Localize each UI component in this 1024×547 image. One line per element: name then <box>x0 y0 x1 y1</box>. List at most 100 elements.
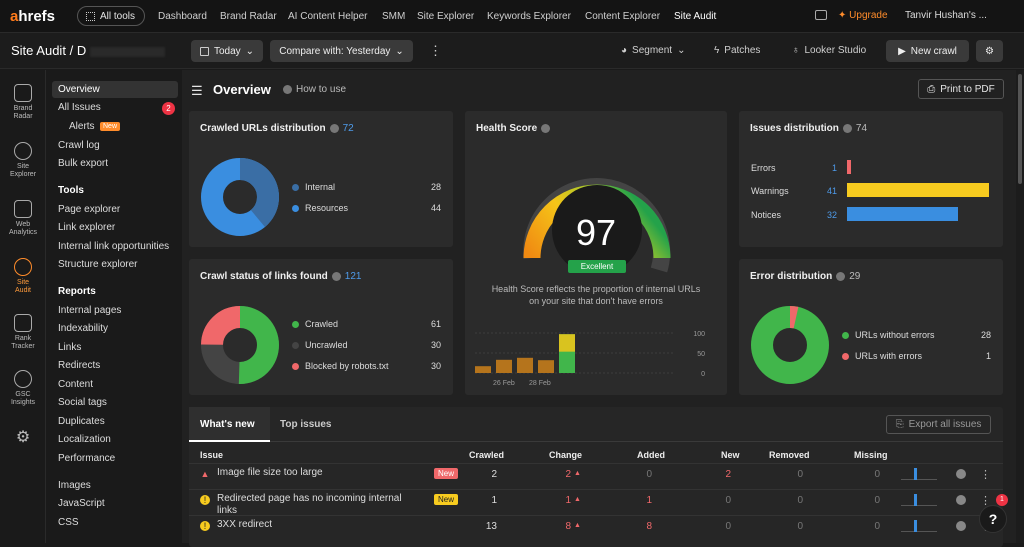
sidebar-item-bulk-export[interactable]: Bulk export <box>58 158 109 169</box>
rail-site-audit[interactable]: Site Audit <box>0 258 46 295</box>
issues-notices-value[interactable]: 32 <box>826 210 837 220</box>
sidebar-item-structure-explorer[interactable]: Structure explorer <box>58 259 138 270</box>
legend-internal[interactable]: Internal <box>292 182 335 192</box>
sidebar-item-page-explorer[interactable]: Page explorer <box>58 204 121 215</box>
col-crawled[interactable]: Crawled <box>469 450 505 460</box>
user-menu[interactable]: Tanvir Hushan's ... <box>905 10 987 21</box>
more-options-icon[interactable]: ⋮ <box>429 43 442 58</box>
issues-warnings-value[interactable]: 41 <box>826 186 837 196</box>
help-icon[interactable] <box>842 123 852 133</box>
sidebar-item-overview[interactable]: Overview <box>58 84 100 95</box>
tab-whats-new[interactable] <box>189 407 270 442</box>
scrollbar-thumb[interactable] <box>1018 74 1022 184</box>
nav-site-audit[interactable]: Site Audit <box>674 11 717 22</box>
col-added[interactable]: Added <box>637 450 665 460</box>
nav-brand-radar[interactable]: Brand Radar <box>220 11 277 22</box>
tab-top-issues[interactable]: Top issues <box>280 419 332 430</box>
print-to-pdf-button[interactable]: ⎙ Print to PDF <box>918 79 1004 99</box>
help-icon[interactable] <box>836 271 846 281</box>
rail-brand-radar[interactable]: Brand Radar <box>0 84 46 121</box>
issues-errors-value[interactable]: 1 <box>831 163 837 173</box>
col-removed[interactable]: Removed <box>769 450 810 460</box>
col-change[interactable]: Change <box>549 450 583 460</box>
legend-uncrawled[interactable]: Uncrawled <box>292 340 348 350</box>
sidebar-item-links[interactable]: Links <box>58 342 82 353</box>
issues-errors-label[interactable]: Errors <box>751 163 776 173</box>
issue-name[interactable]: Image file size too large <box>217 467 323 478</box>
issue-name[interactable]: Redirected page has no incoming internal… <box>217 493 402 516</box>
issues-notices-label[interactable]: Notices <box>751 210 782 220</box>
nav-content-explorer[interactable]: Content Explorer <box>585 11 661 22</box>
menu-icon[interactable]: ☰ <box>191 83 203 98</box>
sidebar-item-content[interactable]: Content <box>58 379 94 390</box>
legend-crawled[interactable]: Crawled <box>292 319 338 329</box>
new-crawl-button[interactable]: ▶ New crawl <box>886 40 969 62</box>
monitor-icon[interactable] <box>815 10 827 20</box>
sidebar-item-redirects[interactable]: Redirects <box>58 360 101 371</box>
col-missing[interactable]: Missing <box>854 450 888 460</box>
legend-without-errors[interactable]: URLs without errors <box>842 330 935 340</box>
export-all-issues-button[interactable]: ⎘ Export all issues <box>886 415 991 434</box>
page-title[interactable]: Site Audit <box>11 43 66 58</box>
cell-crawled[interactable]: 1 <box>491 495 497 506</box>
row-more-icon[interactable]: ⋮ <box>980 495 991 507</box>
row-more-icon[interactable]: ⋮ <box>980 469 991 481</box>
help-icon[interactable] <box>329 123 339 133</box>
project-name[interactable]: D <box>76 43 87 58</box>
legend-resources[interactable]: Resources <box>292 203 348 213</box>
sidebar-item-internal-link-opportunities[interactable]: Internal link opportunities <box>58 241 170 252</box>
scrollbar[interactable] <box>1016 70 1024 543</box>
nav-smm[interactable]: SMM <box>382 11 406 22</box>
rail-site-explorer[interactable]: Site Explorer <box>0 142 46 179</box>
sidebar-item-all-issues[interactable]: All Issues <box>58 102 101 113</box>
nav-site-explorer[interactable]: Site Explorer <box>417 11 475 22</box>
help-icon[interactable] <box>956 495 966 505</box>
table-row[interactable] <box>189 515 1003 540</box>
table-row[interactable] <box>189 489 1003 514</box>
sidebar-item-duplicates[interactable]: Duplicates <box>58 416 105 427</box>
errors-bar[interactable] <box>847 160 851 174</box>
settings-button[interactable]: ⚙ <box>976 40 1003 62</box>
looker-studio-button[interactable]: ♁ Looker Studio <box>792 45 866 56</box>
help-icon[interactable] <box>331 271 341 281</box>
nav-keywords-explorer[interactable]: Keywords Explorer <box>487 11 571 22</box>
upgrade-link[interactable]: ✦ Upgrade <box>838 10 888 21</box>
issue-name[interactable]: 3XX redirect <box>217 519 273 530</box>
crawled-count[interactable]: 72 <box>342 123 354 134</box>
rail-gsc-insights[interactable]: GSC Insights <box>0 370 46 407</box>
sidebar-item-alerts[interactable]: Alerts <box>69 121 95 132</box>
sidebar-item-social-tags[interactable]: Social tags <box>58 397 107 408</box>
ahrefs-logo[interactable]: ahrefs <box>10 8 56 25</box>
patches-button[interactable]: ϟ Patches <box>714 45 760 56</box>
sidebar-item-performance[interactable]: Performance <box>58 453 116 464</box>
issues-warnings-label[interactable]: Warnings <box>751 186 789 196</box>
help-icon[interactable] <box>541 123 551 133</box>
nav-ai-content-helper[interactable]: AI Content Helper <box>288 11 368 22</box>
legend-blocked[interactable]: Blocked by robots.txt <box>292 361 389 371</box>
col-new[interactable]: New <box>721 450 740 460</box>
sidebar-item-crawl-log[interactable]: Crawl log <box>58 140 100 151</box>
sidebar-item-css[interactable]: CSS <box>58 517 79 528</box>
rail-web-analytics[interactable]: Web Analytics <box>0 200 46 237</box>
legend-with-errors[interactable]: URLs with errors <box>842 351 922 361</box>
sidebar-item-indexability[interactable]: Indexability <box>58 323 109 334</box>
help-icon[interactable] <box>956 521 966 531</box>
crawl-status-count[interactable]: 121 <box>344 271 362 282</box>
cell-crawled[interactable]: 13 <box>485 521 497 532</box>
segment-select[interactable]: ◕ Segment ⌄ <box>621 45 685 56</box>
rail-rank-tracker[interactable]: Rank Tracker <box>0 314 46 351</box>
sidebar-item-images[interactable]: Images <box>58 480 91 491</box>
help-icon[interactable] <box>956 469 966 479</box>
date-select[interactable]: Today ⌄ <box>191 40 263 62</box>
sidebar-item-javascript[interactable]: JavaScript <box>58 498 105 509</box>
sidebar-item-link-explorer[interactable]: Link explorer <box>58 222 116 233</box>
sidebar-item-internal-pages[interactable]: Internal pages <box>58 305 122 316</box>
notices-bar[interactable] <box>847 207 958 221</box>
nav-dashboard[interactable]: Dashboard <box>158 11 207 22</box>
compare-select[interactable]: Compare with: Yesterday ⌄ <box>270 40 413 62</box>
rail-settings[interactable]: ⚙ <box>0 430 46 446</box>
how-to-use-link[interactable]: How to use <box>283 84 346 95</box>
warnings-bar[interactable] <box>847 183 989 197</box>
help-button[interactable]: ? <box>979 505 1007 533</box>
all-tools-button[interactable]: All tools <box>77 6 145 26</box>
